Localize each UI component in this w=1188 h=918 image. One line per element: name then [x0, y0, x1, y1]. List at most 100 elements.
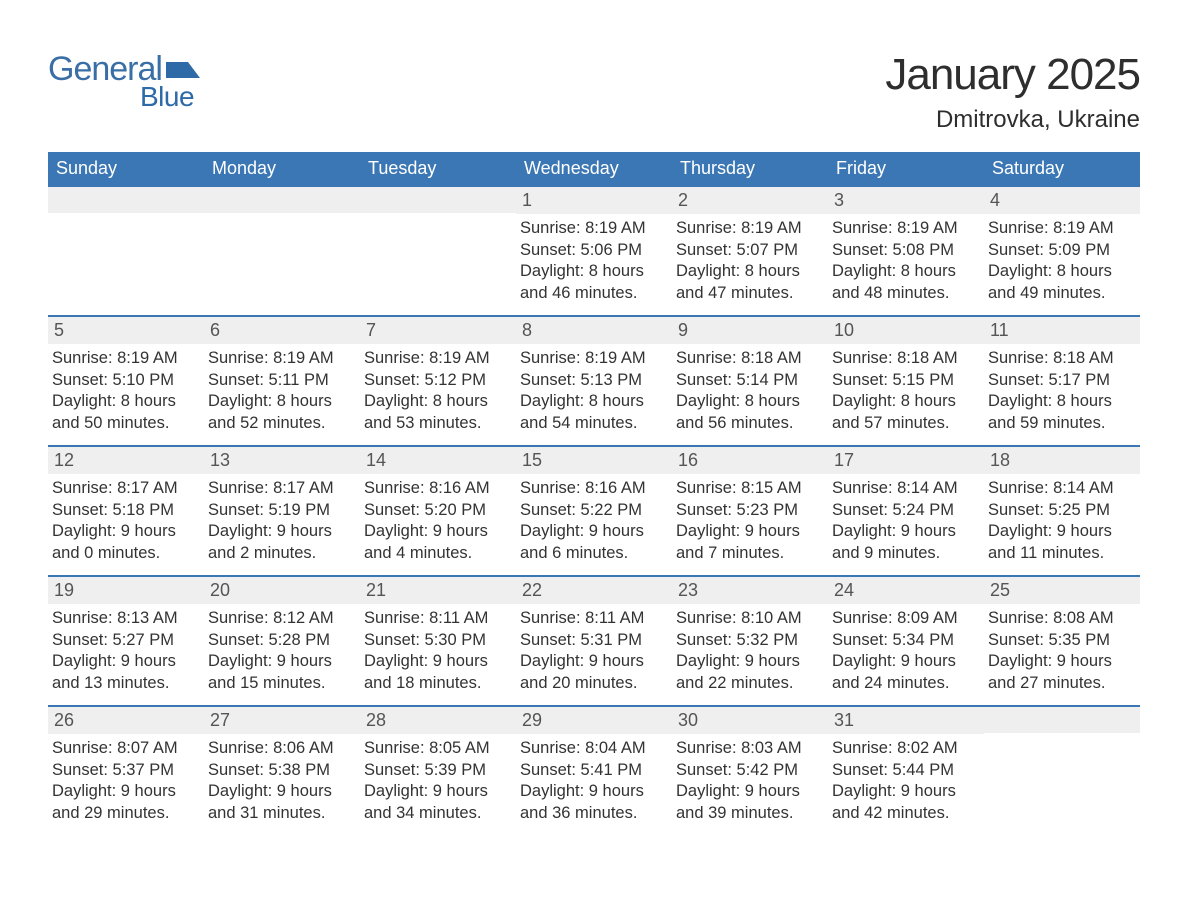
day-number: 8 [516, 317, 672, 344]
day-cell: 24Sunrise: 8:09 AMSunset: 5:34 PMDayligh… [828, 577, 984, 705]
daylight-line-1: Daylight: 8 hours [364, 391, 512, 412]
daylight-line-1: Daylight: 9 hours [832, 521, 980, 542]
day-body: Sunrise: 8:19 AMSunset: 5:08 PMDaylight:… [828, 214, 984, 314]
location-label: Dmitrovka, Ukraine [885, 106, 1140, 134]
day-number: 16 [672, 447, 828, 474]
day-cell: 27Sunrise: 8:06 AMSunset: 5:38 PMDayligh… [204, 707, 360, 835]
daylight-line-1: Daylight: 9 hours [208, 521, 356, 542]
daylight-line-2: and 42 minutes. [832, 803, 980, 824]
sunrise-line: Sunrise: 8:03 AM [676, 738, 824, 759]
sunset-line: Sunset: 5:09 PM [988, 240, 1136, 261]
daylight-line-1: Daylight: 8 hours [208, 391, 356, 412]
sunset-line: Sunset: 5:37 PM [52, 760, 200, 781]
day-body: Sunrise: 8:13 AMSunset: 5:27 PMDaylight:… [48, 604, 204, 704]
day-number: 7 [360, 317, 516, 344]
day-number: 25 [984, 577, 1140, 604]
daylight-line-1: Daylight: 9 hours [832, 781, 980, 802]
sunrise-line: Sunrise: 8:11 AM [364, 608, 512, 629]
sunset-line: Sunset: 5:23 PM [676, 500, 824, 521]
day-cell: 23Sunrise: 8:10 AMSunset: 5:32 PMDayligh… [672, 577, 828, 705]
day-cell: 4Sunrise: 8:19 AMSunset: 5:09 PMDaylight… [984, 187, 1140, 315]
calendar: SundayMondayTuesdayWednesdayThursdayFrid… [48, 152, 1140, 835]
sunset-line: Sunset: 5:19 PM [208, 500, 356, 521]
daylight-line-2: and 15 minutes. [208, 673, 356, 694]
sunset-line: Sunset: 5:35 PM [988, 630, 1136, 651]
day-number: 21 [360, 577, 516, 604]
day-number: 31 [828, 707, 984, 734]
day-number: 23 [672, 577, 828, 604]
day-cell: 25Sunrise: 8:08 AMSunset: 5:35 PMDayligh… [984, 577, 1140, 705]
day-cell: 9Sunrise: 8:18 AMSunset: 5:14 PMDaylight… [672, 317, 828, 445]
daylight-line-2: and 9 minutes. [832, 543, 980, 564]
sunrise-line: Sunrise: 8:16 AM [364, 478, 512, 499]
week-row: 26Sunrise: 8:07 AMSunset: 5:37 PMDayligh… [48, 705, 1140, 835]
daylight-line-2: and 27 minutes. [988, 673, 1136, 694]
day-cell: 8Sunrise: 8:19 AMSunset: 5:13 PMDaylight… [516, 317, 672, 445]
day-number: 11 [984, 317, 1140, 344]
day-number: 17 [828, 447, 984, 474]
sunset-line: Sunset: 5:30 PM [364, 630, 512, 651]
daylight-line-2: and 11 minutes. [988, 543, 1136, 564]
day-cell: 11Sunrise: 8:18 AMSunset: 5:17 PMDayligh… [984, 317, 1140, 445]
sunrise-line: Sunrise: 8:19 AM [676, 218, 824, 239]
sunrise-line: Sunrise: 8:13 AM [52, 608, 200, 629]
daylight-line-2: and 53 minutes. [364, 413, 512, 434]
day-number: 2 [672, 187, 828, 214]
day-number: 14 [360, 447, 516, 474]
sunset-line: Sunset: 5:24 PM [832, 500, 980, 521]
sunrise-line: Sunrise: 8:19 AM [832, 218, 980, 239]
daylight-line-2: and 48 minutes. [832, 283, 980, 304]
sunset-line: Sunset: 5:07 PM [676, 240, 824, 261]
daylight-line-1: Daylight: 8 hours [832, 261, 980, 282]
daylight-line-2: and 18 minutes. [364, 673, 512, 694]
day-body: Sunrise: 8:10 AMSunset: 5:32 PMDaylight:… [672, 604, 828, 704]
day-body: Sunrise: 8:19 AMSunset: 5:13 PMDaylight:… [516, 344, 672, 444]
day-cell: 21Sunrise: 8:11 AMSunset: 5:30 PMDayligh… [360, 577, 516, 705]
week-row: 19Sunrise: 8:13 AMSunset: 5:27 PMDayligh… [48, 575, 1140, 705]
daylight-line-2: and 31 minutes. [208, 803, 356, 824]
daylight-line-1: Daylight: 9 hours [208, 651, 356, 672]
day-number: 22 [516, 577, 672, 604]
day-body: Sunrise: 8:16 AMSunset: 5:20 PMDaylight:… [360, 474, 516, 574]
day-number: 12 [48, 447, 204, 474]
day-cell [204, 187, 360, 315]
sunset-line: Sunset: 5:08 PM [832, 240, 980, 261]
daylight-line-2: and 52 minutes. [208, 413, 356, 434]
daylight-line-2: and 57 minutes. [832, 413, 980, 434]
daylight-line-2: and 29 minutes. [52, 803, 200, 824]
daylight-line-1: Daylight: 9 hours [364, 781, 512, 802]
day-body: Sunrise: 8:04 AMSunset: 5:41 PMDaylight:… [516, 734, 672, 834]
daylight-line-1: Daylight: 9 hours [832, 651, 980, 672]
daylight-line-1: Daylight: 8 hours [520, 391, 668, 412]
daylight-line-1: Daylight: 9 hours [52, 781, 200, 802]
daylight-line-1: Daylight: 8 hours [520, 261, 668, 282]
sunrise-line: Sunrise: 8:02 AM [832, 738, 980, 759]
day-cell: 28Sunrise: 8:05 AMSunset: 5:39 PMDayligh… [360, 707, 516, 835]
weekday-header-row: SundayMondayTuesdayWednesdayThursdayFrid… [48, 152, 1140, 185]
daylight-line-2: and 34 minutes. [364, 803, 512, 824]
day-body: Sunrise: 8:09 AMSunset: 5:34 PMDaylight:… [828, 604, 984, 704]
daylight-line-2: and 46 minutes. [520, 283, 668, 304]
day-cell: 3Sunrise: 8:19 AMSunset: 5:08 PMDaylight… [828, 187, 984, 315]
day-cell: 5Sunrise: 8:19 AMSunset: 5:10 PMDaylight… [48, 317, 204, 445]
sunrise-line: Sunrise: 8:07 AM [52, 738, 200, 759]
sunset-line: Sunset: 5:17 PM [988, 370, 1136, 391]
sunset-line: Sunset: 5:27 PM [52, 630, 200, 651]
sunset-line: Sunset: 5:41 PM [520, 760, 668, 781]
sunrise-line: Sunrise: 8:16 AM [520, 478, 668, 499]
day-body: Sunrise: 8:18 AMSunset: 5:15 PMDaylight:… [828, 344, 984, 444]
month-title: January 2025 [885, 50, 1140, 100]
day-cell: 14Sunrise: 8:16 AMSunset: 5:20 PMDayligh… [360, 447, 516, 575]
daylight-line-1: Daylight: 8 hours [988, 261, 1136, 282]
empty-day-header [48, 187, 204, 213]
daylight-line-1: Daylight: 9 hours [676, 781, 824, 802]
sunset-line: Sunset: 5:18 PM [52, 500, 200, 521]
daylight-line-2: and 54 minutes. [520, 413, 668, 434]
sunrise-line: Sunrise: 8:11 AM [520, 608, 668, 629]
day-number: 19 [48, 577, 204, 604]
daylight-line-2: and 6 minutes. [520, 543, 668, 564]
sunset-line: Sunset: 5:14 PM [676, 370, 824, 391]
sunset-line: Sunset: 5:12 PM [364, 370, 512, 391]
day-body: Sunrise: 8:19 AMSunset: 5:10 PMDaylight:… [48, 344, 204, 444]
sunset-line: Sunset: 5:31 PM [520, 630, 668, 651]
